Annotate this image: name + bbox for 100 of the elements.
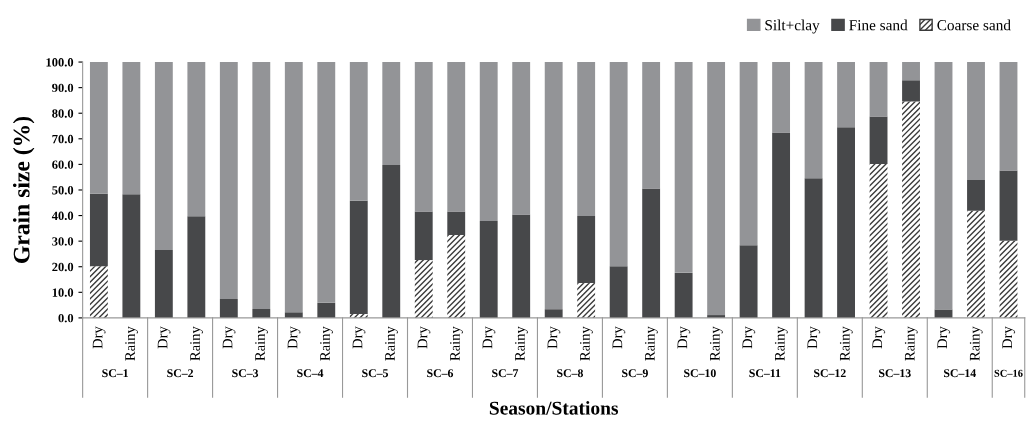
x-tick-label: Rainy [385,326,398,361]
text: SC–10 [684,369,716,378]
bar [674,272,693,318]
bar [999,62,1018,171]
bar [967,62,985,180]
legend-label: Coarse sand [937,19,1011,31]
y-tick-label: 80.0 [52,109,74,118]
bar [89,193,108,267]
x-tick-label: Rainy [125,326,138,361]
text: SC–12 [814,369,846,378]
x-tick-label: Dry [872,326,886,349]
bar [512,214,531,318]
bar [447,211,466,235]
y-tick-label: 30.0 [52,237,74,246]
bar [999,240,1018,318]
y-tick-label: 70.0 [52,134,74,144]
bar [447,235,466,318]
bar [609,62,628,267]
legend-label: Silt+clay [765,19,820,34]
bar [317,302,336,318]
bar [317,62,336,303]
x-tick-label: Dry [287,326,301,349]
bar [252,62,271,309]
text: SC–16 [994,369,1023,377]
y-tick-label: 90.0 [52,83,74,93]
bar [447,62,466,212]
bar [869,116,888,164]
x-tick-label: Dry [92,326,106,349]
x-tick-label: Dry [157,326,171,349]
bar [479,62,498,221]
x-tick-label: Dry [482,326,496,349]
bar [187,62,206,217]
bar [382,62,401,165]
x-tick-label: Rainy [644,326,658,361]
bar [577,216,596,284]
bar [902,101,920,318]
bar [967,180,985,211]
bar [967,210,985,318]
bar [349,200,368,315]
bar [739,62,758,246]
bar [902,80,920,102]
bar [479,220,498,318]
bar [869,163,888,318]
bar [349,62,368,201]
text: SC–3 [232,369,259,378]
bar [934,309,953,318]
x-tick-label: Rainy [255,326,268,361]
bar [154,250,173,318]
bar [999,170,1018,241]
bar [154,62,173,251]
x-tick-label: Dry [807,326,821,349]
bar [577,62,596,217]
bar [219,62,238,299]
bar [414,62,433,212]
x-tick-label: Rainy [579,326,593,361]
bar [609,266,628,318]
bar [512,62,531,215]
x-tick-label: Rainy [839,326,853,361]
bar [122,62,141,195]
bar [642,62,661,189]
text: SC–5 [362,369,389,378]
y-tick-label: 50.0 [52,186,74,195]
bar [382,164,401,318]
bar [804,178,823,318]
x-tick-label: Rainy [969,326,983,361]
text: SC–1 [102,369,128,378]
text: SC–14 [943,369,976,378]
bar [902,62,920,81]
bar [252,308,271,318]
bar [772,132,791,318]
text: SC–9 [622,369,648,378]
bar [837,62,855,128]
x-tick-label: Dry [1002,326,1016,349]
x-tick-label: Rainy [709,326,723,361]
bar [544,309,563,318]
bar [577,283,596,318]
x-tick-label: Dry [937,326,951,349]
bar [284,62,303,313]
bar [89,62,108,194]
y-tick-label: 10.0 [52,288,74,297]
x-tick-label: Dry [547,326,561,349]
bar [544,62,563,310]
text: SC–6 [427,369,454,378]
text: SC–4 [297,369,324,378]
legend-label: Fine sand [849,19,908,31]
bar [739,245,758,318]
bar [122,194,141,318]
text: SC–2 [167,369,194,378]
bar [804,62,823,179]
bar [414,211,433,261]
bar [772,62,791,133]
x-tick-label: Dry [417,326,431,349]
y-tick-label: 60.0 [52,160,74,169]
x-tick-label: Rainy [515,326,528,361]
bar [187,216,206,318]
bar [89,266,108,318]
text: SC–13 [879,369,911,378]
x-tick-label: Rainy [190,326,203,361]
x-tick-label: Rainy [450,326,463,361]
text: SC–11 [749,369,781,378]
